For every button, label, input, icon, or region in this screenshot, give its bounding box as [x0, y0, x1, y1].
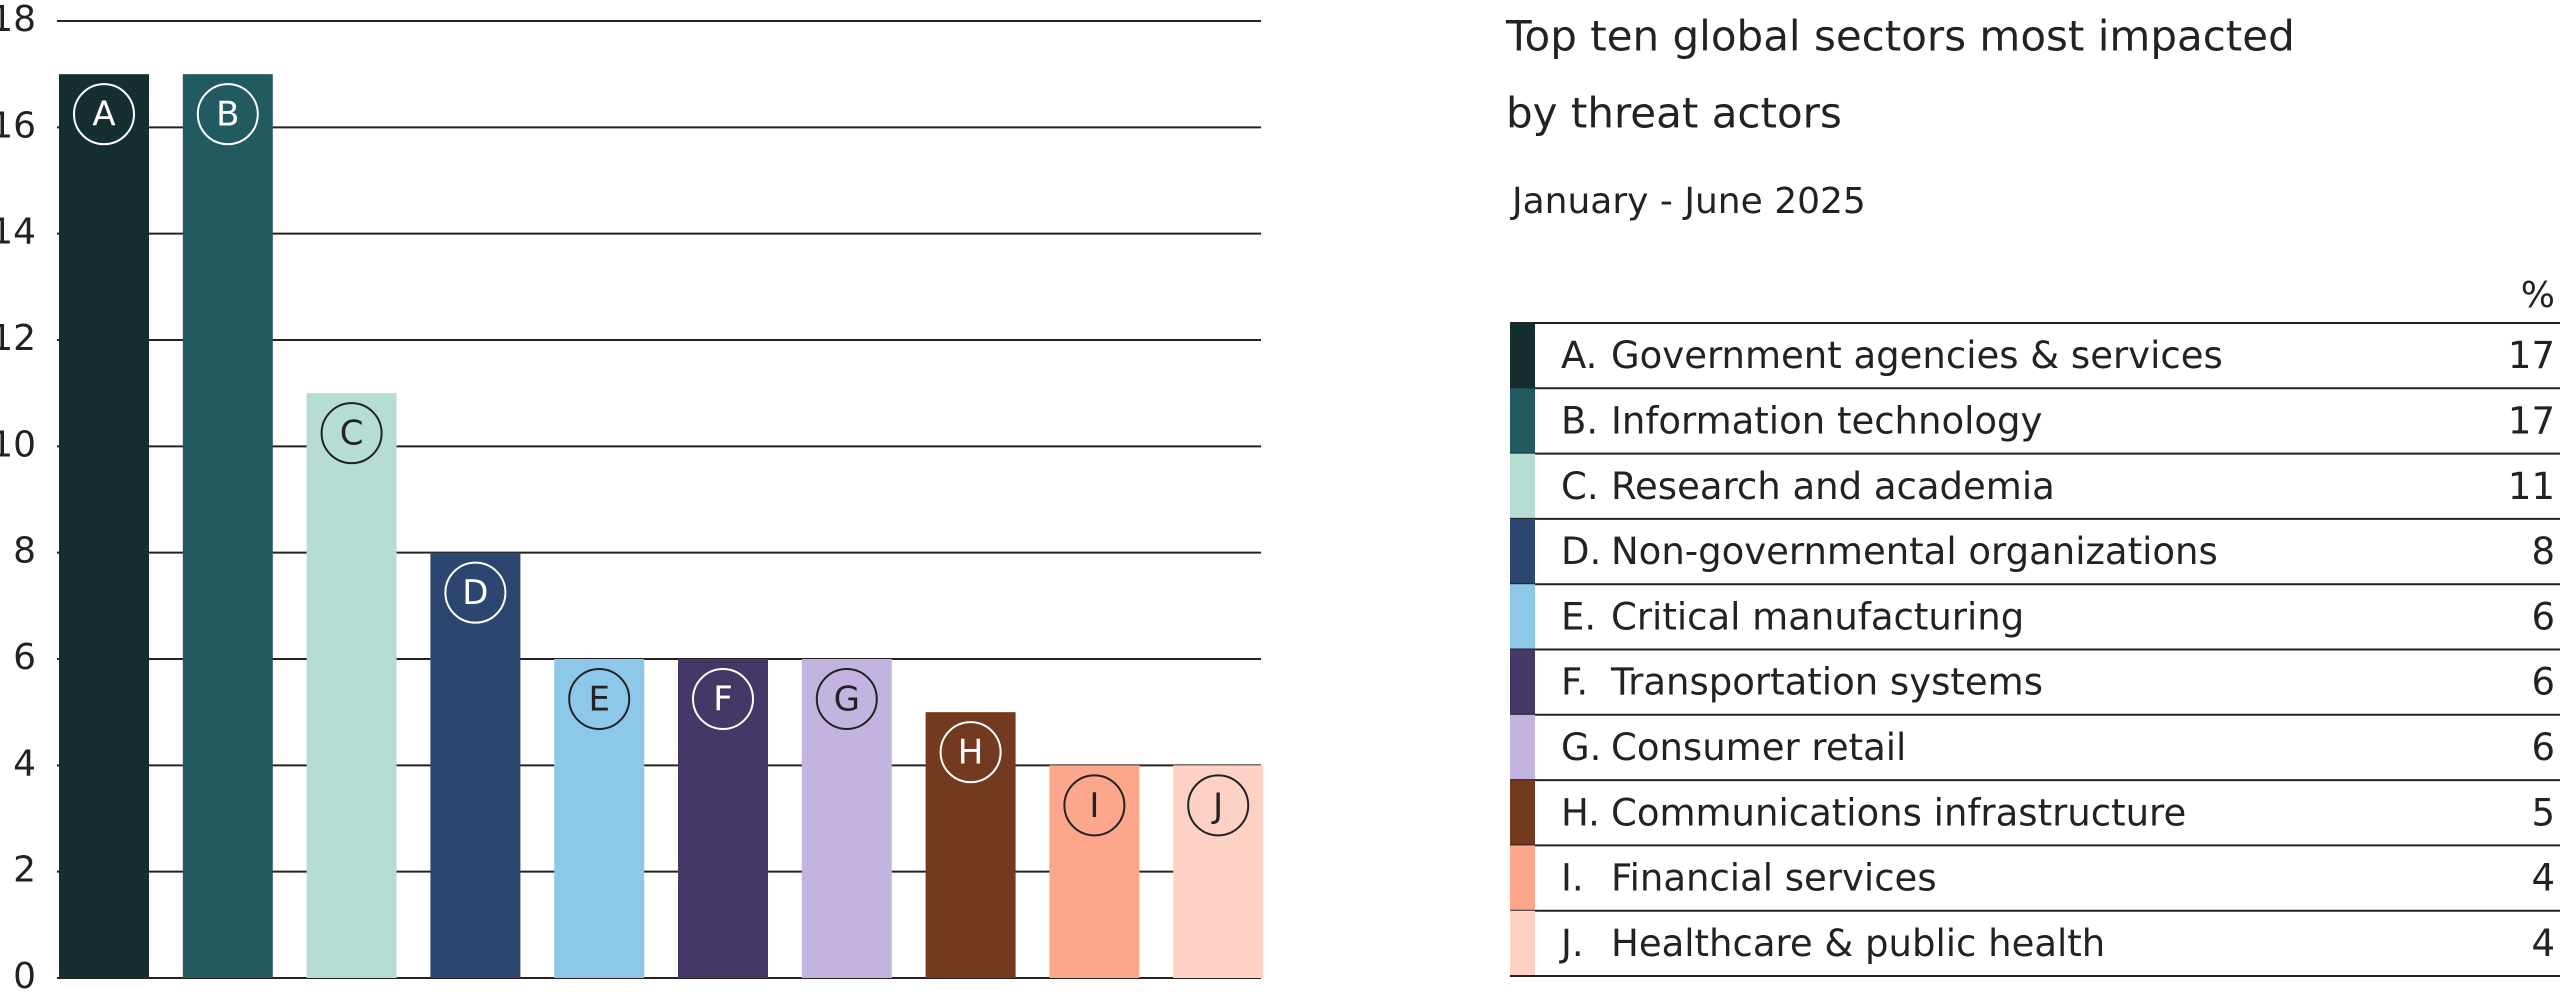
bar — [59, 74, 149, 978]
table-value: 4 — [2531, 857, 2555, 900]
bar-badge — [939, 721, 1002, 784]
bar-badge — [815, 668, 878, 730]
table-value: 6 — [2531, 726, 2555, 769]
y-tick-label: 6 — [13, 637, 36, 678]
bar-badge — [692, 668, 754, 730]
chart-subtitle: January - June 2025 — [1510, 181, 1866, 222]
legend-name: Critical manufacturing — [1611, 595, 2024, 638]
legend-swatch — [1510, 649, 1535, 715]
y-tick-label: 2 — [13, 850, 36, 891]
legend-swatch — [1510, 845, 1535, 911]
legend-swatch — [1510, 780, 1535, 846]
table-value: 11 — [2508, 465, 2555, 508]
y-tick-label: 14 — [0, 212, 36, 253]
bar-badge — [444, 561, 507, 624]
legend-swatch — [1510, 518, 1535, 585]
legend-swatch — [1510, 910, 1535, 976]
bar — [430, 552, 521, 978]
y-tick-label: 8 — [13, 531, 36, 572]
chart-title: Top ten global sectors most impacted — [1505, 12, 2295, 61]
table-value: 6 — [2531, 661, 2555, 704]
legend-name: Consumer retail — [1611, 726, 1906, 769]
legend-key: I. — [1561, 857, 1584, 900]
legend-name: Financial services — [1611, 857, 1937, 900]
table-value: 17 — [2508, 399, 2555, 442]
legend-key: A. — [1561, 334, 1597, 377]
bar-label: G — [834, 680, 860, 720]
y-tick-label: 4 — [13, 743, 36, 784]
bar-badge — [568, 668, 631, 730]
bar-badge — [1063, 774, 1126, 837]
bar-badge — [73, 83, 135, 146]
legend-key: H. — [1561, 791, 1600, 834]
legend-name: Non-governmental organizations — [1611, 530, 2218, 573]
bar — [554, 659, 645, 978]
legend-key: C. — [1561, 465, 1599, 508]
table-value: 6 — [2531, 595, 2555, 638]
bar — [678, 659, 768, 978]
y-tick-label: 0 — [13, 956, 36, 997]
legend-key: G. — [1561, 726, 1601, 769]
table-value: 8 — [2531, 530, 2555, 573]
bar-label: I — [1089, 786, 1099, 826]
legend-swatch — [1510, 453, 1535, 519]
legend-name: Transportation systems — [1610, 661, 2043, 704]
bar-badge — [320, 402, 383, 465]
column-header: % — [2521, 275, 2555, 316]
legend-swatch — [1510, 323, 1535, 389]
bar-label: A — [92, 95, 115, 135]
bar — [182, 74, 273, 978]
legend-swatch — [1510, 388, 1535, 454]
legend-key: B. — [1561, 399, 1598, 442]
y-tick-label: 16 — [0, 105, 36, 146]
legend-key: F. — [1561, 661, 1588, 704]
legend-key: D. — [1561, 530, 1601, 573]
table-value: 5 — [2531, 791, 2555, 834]
legend-swatch — [1510, 714, 1535, 781]
legend-name: Government agencies & services — [1611, 334, 2223, 377]
legend-swatch — [1510, 584, 1535, 650]
bar-label: C — [340, 414, 364, 454]
legend-name: Healthcare & public health — [1611, 922, 2105, 965]
bar-badge — [1187, 774, 1250, 837]
bar-label: E — [588, 680, 609, 720]
legend-key: J. — [1559, 922, 1584, 965]
y-tick-label: 10 — [0, 424, 36, 465]
bar — [801, 659, 892, 978]
legend-key: E. — [1561, 595, 1596, 638]
table-value: 17 — [2508, 334, 2555, 377]
y-tick-label: 12 — [0, 318, 36, 359]
legend-name: Research and academia — [1611, 465, 2055, 508]
bar-label: H — [958, 733, 984, 773]
y-tick-label: 18 — [0, 0, 36, 40]
bar-label: J — [1211, 786, 1223, 826]
table-value: 4 — [2531, 922, 2555, 965]
bar-label: F — [713, 680, 733, 720]
bar-label: B — [216, 95, 239, 135]
chart-title: by threat actors — [1506, 89, 1842, 138]
bar-badge — [196, 83, 259, 146]
legend-name: Information technology — [1611, 399, 2042, 442]
legend-name: Communications infrastructure — [1611, 791, 2186, 834]
bar — [306, 393, 397, 979]
bar-label: D — [462, 573, 488, 613]
